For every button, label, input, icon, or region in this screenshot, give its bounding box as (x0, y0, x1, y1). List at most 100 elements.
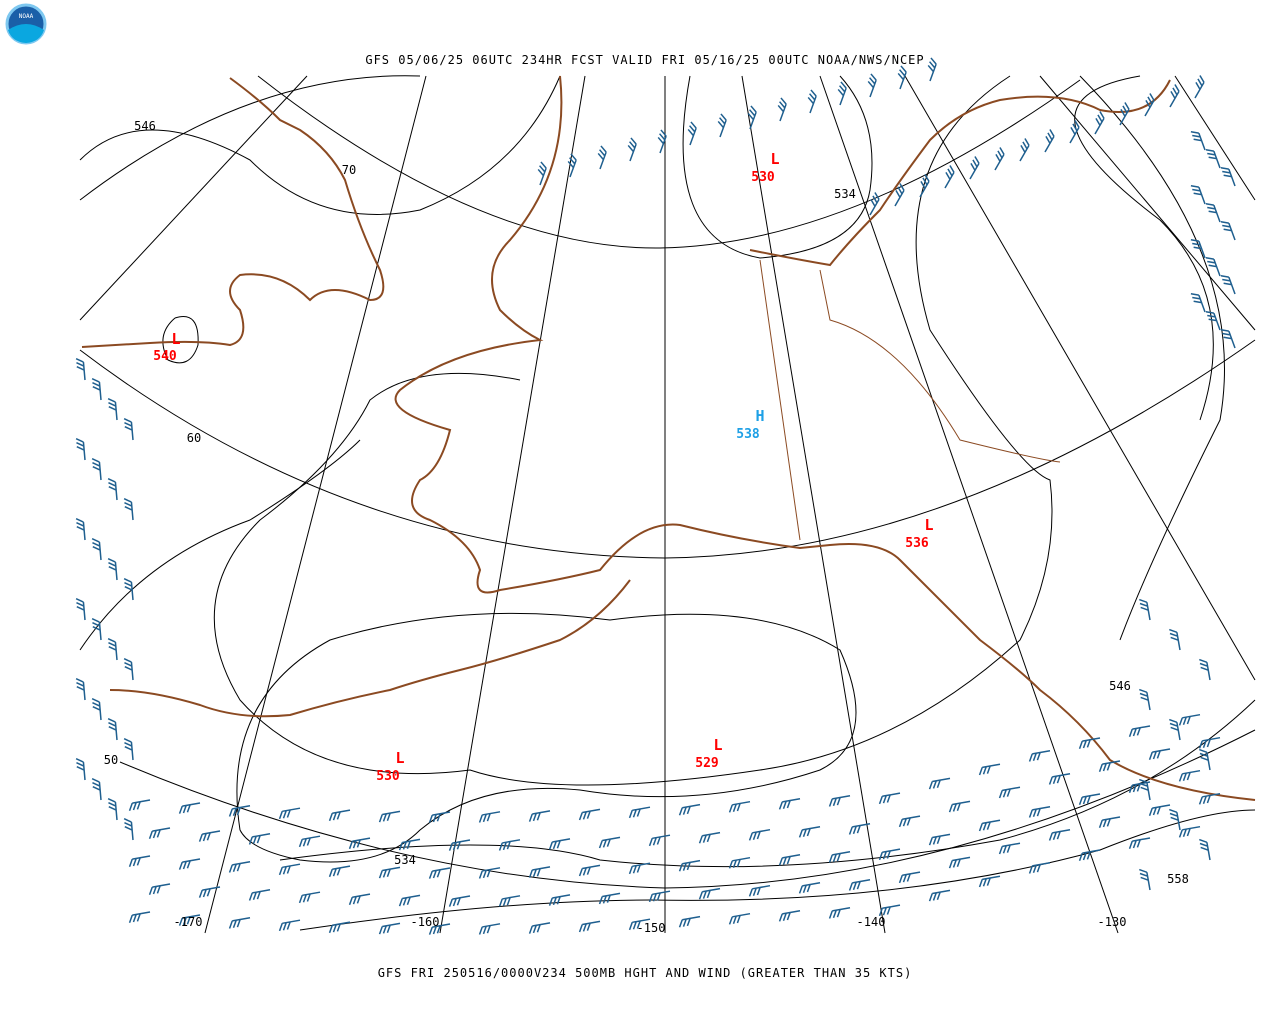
wind-barb (1128, 725, 1151, 737)
wind-barb (927, 57, 937, 82)
wind-barb (398, 838, 421, 851)
wind-barb (91, 378, 102, 401)
wind-barb (1139, 778, 1151, 801)
wind-barb (228, 917, 251, 929)
wind-barb (1144, 93, 1155, 117)
wind-barb (228, 805, 251, 817)
wind-barb (1169, 628, 1181, 651)
wind-barb (578, 864, 601, 877)
wind-barb (123, 658, 134, 681)
wind-barb (348, 893, 371, 906)
logo-text: NOAA (19, 13, 34, 20)
wind-barb (1178, 769, 1201, 782)
wind-barb (1220, 274, 1236, 295)
wind-barb (1028, 806, 1051, 818)
wind-barb (898, 871, 921, 884)
longitude-label: -160 (411, 915, 440, 929)
footer-title: GFS FRI 250516/0000V234 500MB HGHT AND W… (378, 966, 913, 980)
wind-barb (998, 786, 1021, 799)
wind-barb (1139, 688, 1151, 711)
wind-barb (448, 895, 471, 907)
wind-barb (107, 558, 118, 581)
wind-barb (1019, 138, 1030, 162)
wind-barb (178, 858, 201, 870)
wind-barb (848, 823, 871, 835)
center-value: 530 (376, 769, 400, 784)
wind-barb (548, 894, 571, 906)
wind-barb (1098, 816, 1121, 828)
longitude-label: -140 (857, 915, 886, 929)
wind-barb (1178, 713, 1201, 726)
wind-barb (798, 881, 821, 894)
wind-barb (75, 758, 86, 781)
contour-label: 546 (1109, 679, 1131, 693)
wind-barb (828, 851, 851, 863)
wind-barb (378, 866, 401, 879)
wind-barb (748, 884, 771, 897)
wind-barb (928, 889, 951, 902)
wind-barb (328, 865, 351, 878)
wind-barb (978, 763, 1001, 776)
wind-barb (657, 129, 667, 154)
wind-barb (1190, 292, 1206, 313)
wind-barb (348, 837, 371, 850)
wind-barb (128, 855, 151, 867)
wind-barb (1148, 804, 1171, 816)
wind-barb (848, 879, 871, 891)
wind-barb (828, 907, 851, 919)
center-value: 538 (736, 427, 760, 442)
wind-barb (1199, 748, 1211, 771)
wind-barb (1028, 750, 1051, 762)
wind-barb (1199, 838, 1211, 861)
wind-barb (228, 861, 251, 873)
wind-barb (1199, 658, 1211, 681)
labels: 546 534 534 546 558 70 60 50 -170 -160 -… (104, 119, 1189, 935)
wind-barb (878, 792, 901, 805)
wind-barb (944, 165, 955, 189)
wind-barb (75, 358, 86, 381)
wind-barb (478, 923, 501, 935)
wind-barb (687, 121, 697, 146)
wind-barb (398, 894, 421, 907)
wind-barb (928, 833, 951, 846)
wind-barb (1094, 111, 1105, 135)
wind-barb (807, 89, 817, 114)
wind-barb (1139, 868, 1151, 891)
wind-barb (837, 81, 847, 106)
wind-barb (91, 458, 102, 481)
graticule (79, 75, 1256, 934)
wind-barb (1028, 862, 1051, 874)
center-letter: L (770, 150, 779, 168)
wind-barb (478, 811, 501, 823)
wind-barb (123, 818, 134, 841)
wind-barb (578, 808, 601, 821)
wind-barb (1194, 75, 1205, 99)
wind-barb (948, 800, 971, 813)
contour-label: 534 (394, 853, 416, 867)
wind-barb (107, 478, 118, 501)
longitude-label: -150 (637, 921, 666, 935)
pressure-centers: L 530 L 540 H 538 L 536 L 530 L 529 (153, 150, 933, 784)
wind-barb (528, 810, 551, 822)
wind-barb (123, 738, 134, 761)
wind-barb (91, 778, 102, 801)
wind-barb (1190, 130, 1206, 151)
wind-barb (1190, 184, 1206, 205)
wind-barb (1078, 793, 1101, 805)
wind-barb (1048, 829, 1071, 841)
wind-barb (1148, 748, 1171, 760)
wind-barb (498, 839, 521, 851)
wind-barb (778, 797, 801, 810)
wind-barb (298, 891, 321, 904)
center-value: 529 (695, 756, 718, 771)
wind-barb (123, 578, 134, 601)
wind-barb (628, 806, 651, 819)
wind-barb (867, 73, 877, 98)
wind-barb (278, 919, 301, 932)
wind-barb (248, 833, 271, 845)
latitude-label: 70 (342, 163, 356, 177)
wind-barb (1128, 837, 1151, 849)
latitude-label: 50 (104, 753, 118, 767)
wind-barb (948, 856, 971, 869)
